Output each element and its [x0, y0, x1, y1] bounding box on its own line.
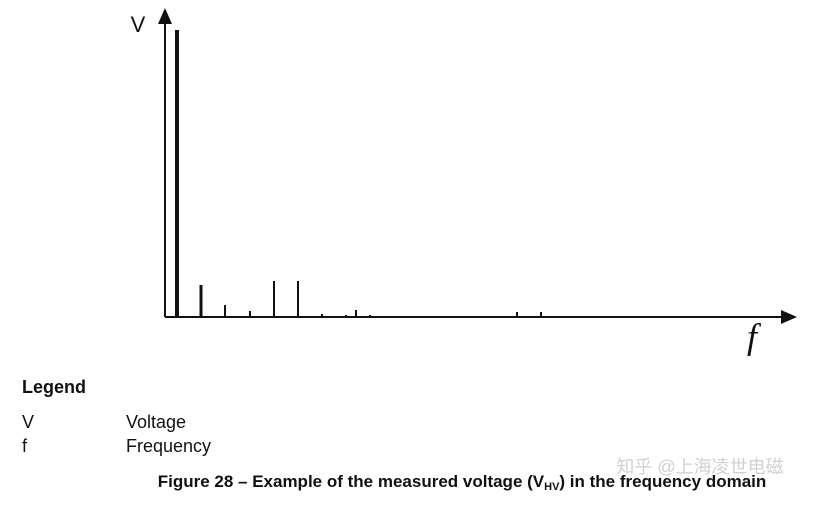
y-axis-label: V	[131, 12, 146, 37]
spectral-line	[175, 30, 179, 317]
spectral-line	[442, 316, 444, 317]
legend-text: Voltage	[126, 412, 186, 432]
spectral-line	[345, 315, 347, 317]
caption-subscript: HV	[544, 481, 560, 493]
spectral-line	[588, 316, 590, 317]
spectral-line	[224, 305, 226, 317]
caption-text: Figure 28 – Example of the measured volt…	[158, 472, 545, 491]
spectral-line	[249, 311, 251, 317]
spectral-line	[355, 310, 357, 317]
spectral-line	[466, 316, 468, 317]
legend-text: Frequency	[126, 436, 211, 456]
spectral-line	[491, 316, 493, 317]
x-axis-label: f	[747, 316, 762, 356]
legend-symbol: V	[22, 412, 34, 432]
spectral-line	[516, 312, 518, 317]
x-axis-arrow	[781, 310, 797, 324]
spectral-line	[199, 285, 203, 317]
caption-text: ) in the frequency domain	[559, 472, 766, 491]
legend-title: Legend	[22, 377, 86, 397]
spectral-line	[564, 316, 566, 317]
y-axis-arrow	[158, 8, 172, 24]
watermark: 知乎 @上海凌世电磁	[616, 457, 783, 477]
spectral-line	[273, 281, 275, 317]
legend-symbol: f	[22, 436, 28, 456]
caption: Figure 28 – Example of the measured volt…	[158, 472, 767, 492]
spectral-line	[369, 315, 371, 317]
spectral-line	[418, 316, 420, 317]
spectral-line	[321, 314, 323, 317]
spectral-line	[540, 312, 542, 317]
spectral-line	[297, 281, 299, 317]
spectral-line	[394, 316, 396, 317]
